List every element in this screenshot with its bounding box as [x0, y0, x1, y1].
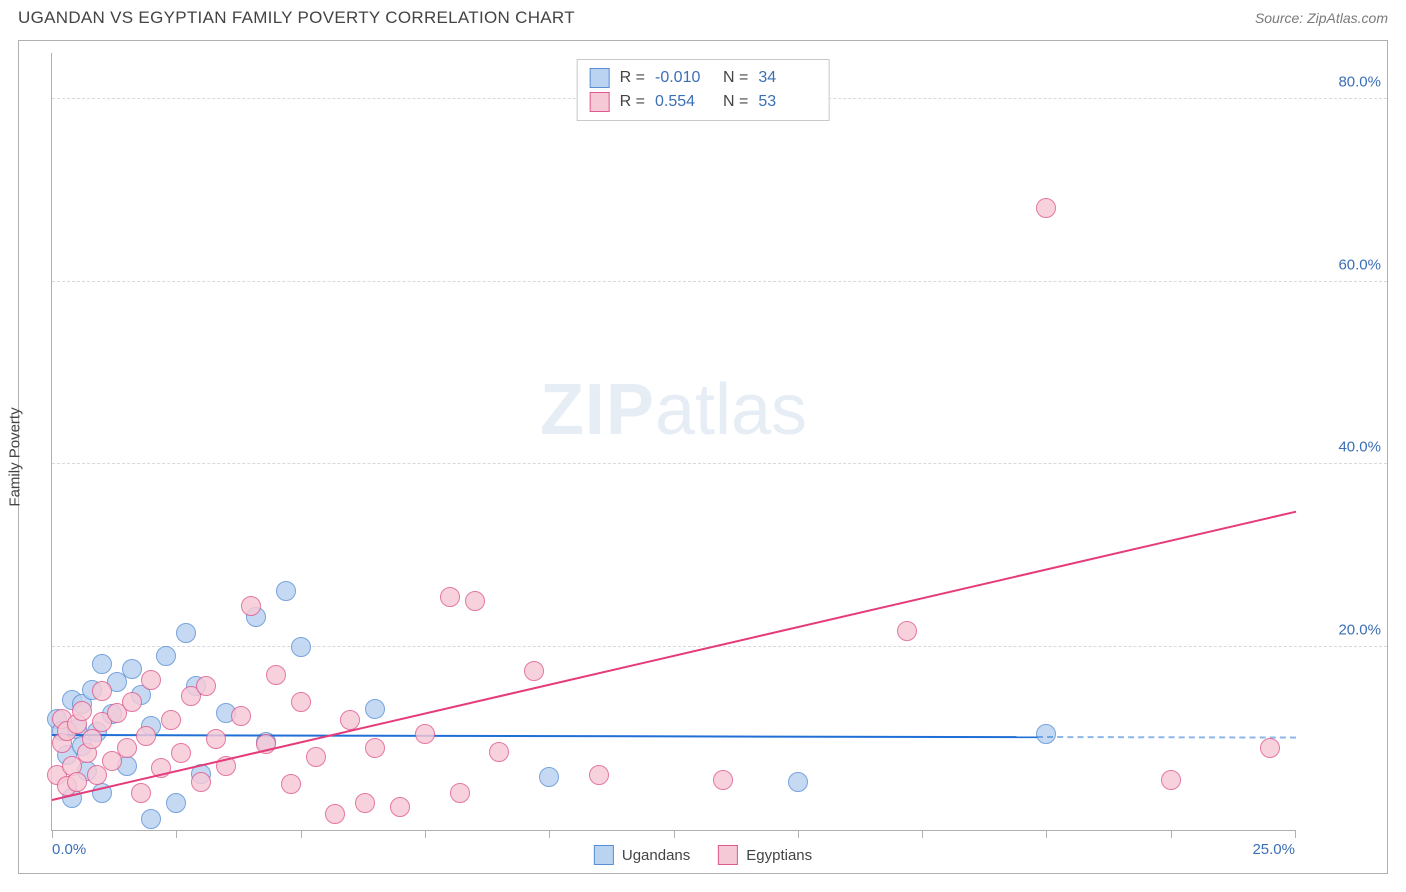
data-point [171, 743, 191, 763]
data-point [136, 726, 156, 746]
legend-swatch [718, 845, 738, 865]
r-label: R = [620, 66, 645, 90]
correlation-row: R = -0.010 N = 34 [590, 66, 817, 90]
data-point [1161, 770, 1181, 790]
legend-item: Ugandans [594, 845, 690, 865]
x-tick [425, 830, 426, 838]
data-point [325, 804, 345, 824]
data-point [156, 646, 176, 666]
trend-line [52, 734, 1037, 738]
data-point [141, 670, 161, 690]
x-tick [301, 830, 302, 838]
data-point [365, 699, 385, 719]
data-point [489, 742, 509, 762]
data-point [206, 729, 226, 749]
data-point [191, 772, 211, 792]
chart-title: UGANDAN VS EGYPTIAN FAMILY POVERTY CORRE… [18, 8, 575, 28]
y-tick-label: 20.0% [1338, 622, 1381, 639]
legend-label: Ugandans [622, 847, 690, 864]
data-point [1036, 724, 1056, 744]
watermark-main: ZIP [540, 370, 655, 450]
data-point [450, 783, 470, 803]
data-point [415, 724, 435, 744]
data-point [176, 623, 196, 643]
data-point [67, 772, 87, 792]
r-label: R = [620, 90, 645, 114]
data-point [1260, 738, 1280, 758]
legend-swatch [594, 845, 614, 865]
data-point [266, 665, 286, 685]
data-point [231, 706, 251, 726]
data-point [276, 581, 296, 601]
x-tick [176, 830, 177, 838]
data-point [713, 770, 733, 790]
x-tick [798, 830, 799, 838]
correlation-row: R = 0.554 N = 53 [590, 90, 817, 114]
y-tick-label: 40.0% [1338, 439, 1381, 456]
data-point [291, 692, 311, 712]
r-value: -0.010 [655, 66, 713, 90]
legend-swatch [590, 68, 610, 88]
data-point [92, 654, 112, 674]
data-point [281, 774, 301, 794]
data-point [196, 676, 216, 696]
x-tick [52, 830, 53, 838]
source-label: Source: ZipAtlas.com [1255, 10, 1388, 26]
data-point [524, 661, 544, 681]
data-point [539, 767, 559, 787]
data-point [92, 681, 112, 701]
n-label: N = [723, 66, 748, 90]
data-point [440, 587, 460, 607]
data-point [788, 772, 808, 792]
data-point [72, 701, 92, 721]
data-point [897, 621, 917, 641]
x-tick [549, 830, 550, 838]
x-tick [1046, 830, 1047, 838]
series-legend: Ugandans Egyptians [594, 845, 812, 865]
trend-line [52, 511, 1296, 801]
x-tick [1171, 830, 1172, 838]
data-point [291, 637, 311, 657]
data-point [141, 809, 161, 829]
data-point [365, 738, 385, 758]
data-point [241, 596, 261, 616]
trend-line-dashed [1037, 736, 1296, 739]
data-point [166, 793, 186, 813]
n-label: N = [723, 90, 748, 114]
data-point [390, 797, 410, 817]
data-point [117, 738, 137, 758]
gridline [52, 463, 1387, 464]
x-tick [674, 830, 675, 838]
data-point [122, 692, 142, 712]
chart-container: Family Poverty ZIPatlas 20.0%40.0%60.0%8… [18, 40, 1388, 874]
data-point [161, 710, 181, 730]
y-tick-label: 80.0% [1338, 73, 1381, 90]
x-tick-label: 25.0% [1252, 841, 1295, 858]
x-tick-label: 0.0% [52, 841, 86, 858]
plot-area: ZIPatlas 20.0%40.0%60.0%80.0%0.0%25.0% [51, 53, 1295, 831]
r-value: 0.554 [655, 90, 713, 114]
x-tick [922, 830, 923, 838]
header: UGANDAN VS EGYPTIAN FAMILY POVERTY CORRE… [0, 0, 1406, 34]
data-point [355, 793, 375, 813]
y-axis-label: Family Poverty [7, 407, 24, 506]
data-point [131, 783, 151, 803]
legend-item: Egyptians [718, 845, 812, 865]
legend-swatch [590, 92, 610, 112]
gridline [52, 646, 1387, 647]
gridline [52, 281, 1387, 282]
x-tick [1295, 830, 1296, 838]
correlation-legend: R = -0.010 N = 34 R = 0.554 N = 53 [577, 59, 830, 121]
data-point [306, 747, 326, 767]
data-point [465, 591, 485, 611]
watermark-sub: atlas [655, 370, 807, 450]
n-value: 53 [758, 90, 816, 114]
y-tick-label: 60.0% [1338, 256, 1381, 273]
n-value: 34 [758, 66, 816, 90]
data-point [589, 765, 609, 785]
watermark: ZIPatlas [540, 369, 807, 451]
legend-label: Egyptians [746, 847, 812, 864]
data-point [122, 659, 142, 679]
data-point [1036, 198, 1056, 218]
